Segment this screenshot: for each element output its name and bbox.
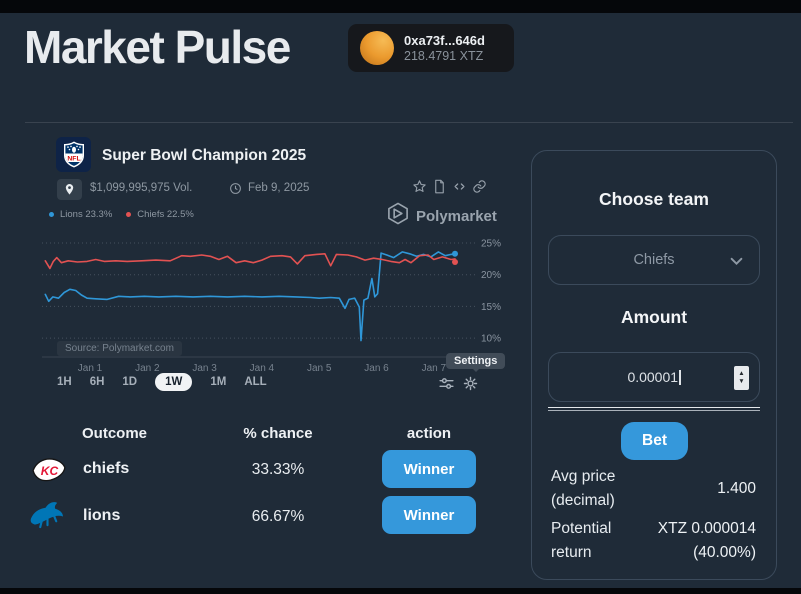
polymarket-logo-icon	[386, 202, 410, 230]
time-range-bar: 1H 6H 1D 1W 1M ALL	[57, 373, 267, 391]
svg-text:Jan 1: Jan 1	[78, 363, 103, 374]
lions-legend-label: Lions 23.3%	[60, 209, 113, 220]
panel-divider	[548, 407, 760, 411]
choose-team-heading: Choose team	[599, 189, 709, 209]
amount-stepper[interactable]: ▲ ▼	[734, 366, 749, 390]
sliders-icon[interactable]	[438, 375, 455, 392]
svg-text:25%: 25%	[481, 239, 501, 250]
stepper-up-icon[interactable]: ▲	[738, 370, 745, 377]
winner-button-chiefs[interactable]: Winner	[382, 450, 476, 488]
range-button-1d[interactable]: 1D	[122, 376, 138, 388]
svg-text:Jan 6: Jan 6	[364, 363, 389, 374]
chevron-down-icon	[730, 257, 743, 266]
range-button-6h[interactable]: 6H	[89, 376, 105, 388]
clock-icon	[229, 182, 242, 200]
range-button-1m[interactable]: 1M	[210, 376, 227, 388]
outcome-name-chiefs: chiefs	[83, 460, 130, 477]
link-icon[interactable]	[472, 179, 487, 194]
stepper-down-icon[interactable]: ▼	[738, 378, 745, 385]
svg-text:Jan 3: Jan 3	[192, 363, 217, 374]
page-title: Market Pulse	[24, 21, 291, 73]
column-header-chance: % chance	[243, 425, 313, 442]
chiefs-logo: KC	[31, 456, 66, 483]
bet-panel: Choose team Chiefs Amount 0.00001 ▲ ▼ Be…	[531, 150, 777, 580]
svg-text:20%: 20%	[481, 270, 501, 281]
bet-button[interactable]: Bet	[621, 422, 688, 460]
market-date: Feb 9, 2025	[248, 182, 310, 194]
chart-legend: Lions 23.3% Chiefs 22.5%	[49, 209, 202, 220]
svg-text:Jan 4: Jan 4	[250, 363, 275, 374]
amount-value: 0.00001	[627, 369, 679, 385]
team-select-value: Chiefs	[633, 252, 675, 268]
svg-text:10%: 10%	[481, 334, 501, 345]
embed-code-icon[interactable]	[452, 179, 467, 194]
svg-text:15%: 15%	[481, 302, 501, 313]
potential-return-value: XTZ 0.000014 (40.00%)	[657, 520, 756, 561]
avg-price-label: Avg price (decimal)	[551, 468, 616, 509]
wallet-avatar	[360, 31, 394, 65]
page-backdrop	[0, 13, 801, 588]
winner-button-lions[interactable]: Winner	[382, 496, 476, 534]
pin-icon	[57, 179, 82, 200]
potential-return-label: Potential return	[551, 520, 612, 561]
team-select[interactable]: Chiefs	[548, 235, 760, 285]
svg-text:KC: KC	[41, 464, 59, 478]
nfl-logo: NFL	[56, 137, 91, 172]
amount-heading: Amount	[620, 307, 688, 327]
range-button-1h[interactable]: 1H	[57, 376, 72, 388]
market-volume: $1,099,995,975 Vol.	[90, 182, 193, 194]
document-icon[interactable]	[432, 179, 447, 194]
chance-value-chiefs: 33.33%	[251, 461, 305, 478]
column-header-outcome: Outcome	[82, 425, 148, 442]
lions-legend-dot	[49, 212, 54, 217]
gear-icon[interactable]	[462, 375, 479, 392]
svg-text:Jan 7: Jan 7	[422, 363, 447, 374]
column-header-action: action	[406, 425, 452, 442]
chiefs-legend-label: Chiefs 22.5%	[137, 209, 194, 220]
header-divider	[25, 122, 793, 123]
outcome-name-lions: lions	[83, 507, 121, 524]
chiefs-legend-dot	[126, 212, 132, 217]
source-note: Source: Polymarket.com	[57, 341, 182, 356]
amount-input[interactable]: 0.00001 ▲ ▼	[548, 352, 760, 402]
wallet-address: 0xa73f...646d	[404, 33, 485, 48]
wallet-pill[interactable]: 0xa73f...646d 218.4791 XTZ	[348, 24, 514, 72]
chance-value-lions: 66.67%	[251, 508, 305, 525]
avg-price-value: 1.400	[717, 480, 756, 497]
lions-logo	[28, 499, 67, 530]
text-caret	[679, 369, 681, 385]
market-title: Super Bowl Champion 2025	[102, 147, 307, 164]
svg-text:NFL: NFL	[67, 155, 80, 162]
wallet-balance: 218.4791 XTZ	[404, 49, 484, 63]
polymarket-brand-label: Polymarket	[416, 207, 497, 225]
star-icon[interactable]	[412, 179, 427, 194]
svg-text:Jan 5: Jan 5	[307, 363, 332, 374]
probability-chart[interactable]: 25% 20% 15% 10% Jan 1 Jan 2 Jan 3 Jan 4 Jan 5 Jan…	[40, 233, 510, 381]
range-button-all[interactable]: ALL	[244, 376, 267, 388]
settings-tooltip: Settings	[446, 353, 506, 372]
range-button-1w-selected[interactable]: 1W	[155, 373, 193, 391]
polymarket-brand[interactable]: Polymarket	[386, 202, 497, 230]
svg-text:Jan 2: Jan 2	[135, 363, 160, 374]
